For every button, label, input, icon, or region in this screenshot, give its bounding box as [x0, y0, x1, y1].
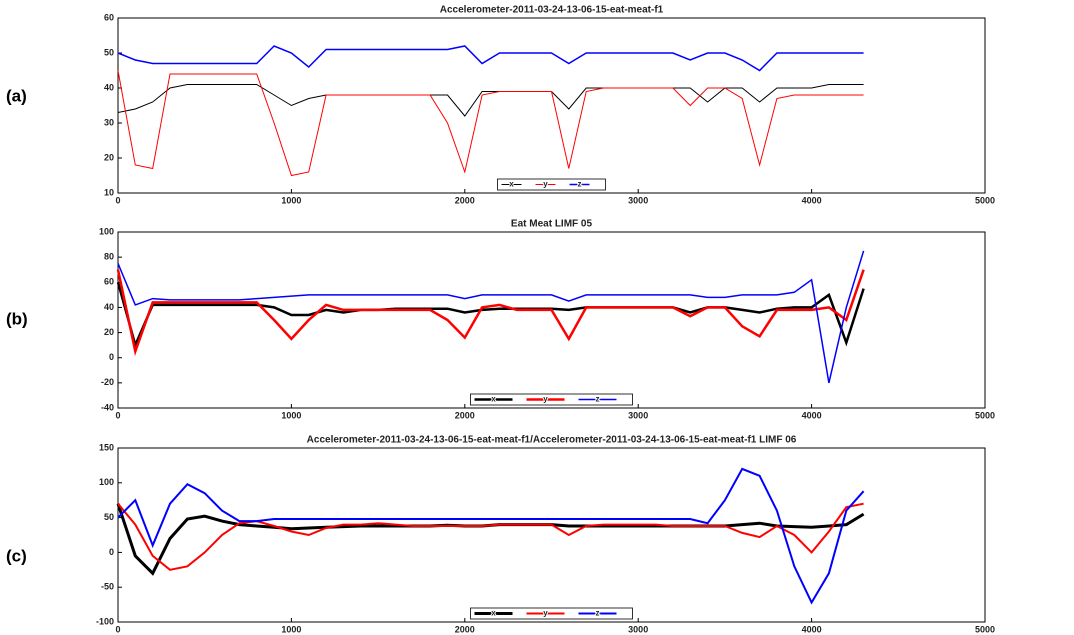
x-tick-label: 5000	[975, 624, 995, 634]
x-tick-label: 4000	[802, 195, 822, 205]
y-tick-label: 150	[99, 442, 114, 452]
panel-label: (a)	[6, 86, 27, 105]
series-line	[117, 70, 864, 177]
plot-area	[117, 447, 986, 623]
legend-label: y	[543, 180, 548, 189]
y-tick-label: 40	[104, 82, 114, 92]
plot-area	[117, 231, 986, 409]
series-line	[116, 269, 865, 356]
y-tick-label: 10	[104, 187, 114, 197]
x-tick-label: 3000	[628, 410, 648, 420]
x-tick-label: 5000	[975, 195, 995, 205]
y-tick-label: 40	[104, 302, 114, 312]
legend-label: x	[491, 395, 496, 404]
panel-label: (b)	[6, 309, 28, 328]
x-tick-label: 0	[115, 195, 120, 205]
legend-label: y	[543, 609, 548, 618]
x-tick-label: 5000	[975, 410, 995, 420]
legend-label: y	[543, 395, 548, 404]
x-tick-label: 4000	[802, 624, 822, 634]
series-line	[117, 84, 864, 117]
y-tick-label: 0	[109, 352, 114, 362]
legend-label: x	[509, 180, 514, 189]
y-tick-label: -40	[101, 402, 114, 412]
y-tick-label: -100	[96, 616, 114, 626]
x-tick-label: 0	[115, 410, 120, 420]
x-tick-label: 1000	[281, 195, 301, 205]
x-tick-label: 4000	[802, 410, 822, 420]
y-tick-label: 20	[104, 152, 114, 162]
y-tick-label: 50	[104, 47, 114, 57]
y-tick-label: 50	[104, 512, 114, 522]
panel-label: (c)	[6, 546, 27, 565]
legend-label: x	[491, 609, 496, 618]
series-line	[117, 502, 864, 571]
x-tick-label: 1000	[281, 624, 301, 634]
series-line	[117, 250, 865, 384]
y-tick-label: 80	[104, 252, 114, 262]
series-line	[117, 467, 865, 605]
x-tick-label: 2000	[455, 410, 475, 420]
y-tick-label: -20	[101, 377, 114, 387]
y-tick-label: 60	[104, 12, 114, 22]
legend-label: z	[596, 395, 600, 404]
legend-label: z	[596, 609, 600, 618]
plot-area	[117, 17, 986, 194]
chart-title: Eat Meat LIMF 05	[511, 219, 593, 230]
x-tick-label: 1000	[281, 410, 301, 420]
y-tick-label: 100	[99, 226, 114, 236]
chart-title: Accelerometer-2011-03-24-13-06-15-eat-me…	[440, 5, 664, 16]
y-tick-label: 30	[104, 117, 114, 127]
y-tick-label: 0	[109, 547, 114, 557]
x-tick-label: 2000	[455, 195, 475, 205]
x-tick-label: 3000	[628, 195, 648, 205]
chart-title: Accelerometer-2011-03-24-13-06-15-eat-me…	[307, 435, 797, 446]
series-line	[116, 281, 865, 349]
y-tick-label: -50	[101, 582, 114, 592]
y-tick-label: 100	[99, 477, 114, 487]
y-tick-label: 60	[104, 277, 114, 287]
x-tick-label: 2000	[455, 624, 475, 634]
series-line	[117, 45, 864, 72]
x-tick-label: 3000	[628, 624, 648, 634]
y-tick-label: 20	[104, 327, 114, 337]
legend-label: z	[578, 180, 582, 189]
x-tick-label: 0	[115, 624, 120, 634]
